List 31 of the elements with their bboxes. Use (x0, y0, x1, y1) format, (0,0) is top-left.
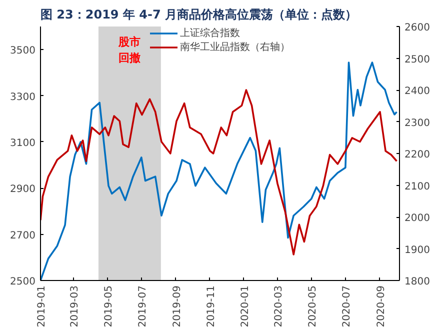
y2-tick-label: 2200 (404, 150, 430, 160)
legend-label: 上证综合指数 (180, 26, 240, 40)
x-tick-label: 2019-01 (36, 285, 48, 328)
y2-tick-label: 2500 (404, 54, 430, 66)
y-tick-label: 2700 (10, 230, 36, 242)
chart-title: 图 23：2019 年 4-7 月商品价格高位震荡（单位：点数） (40, 8, 357, 22)
y-tick-label: 2900 (10, 184, 36, 196)
band-label: 股市回撤 (118, 36, 141, 64)
y2-tick-label: 2600 (404, 22, 430, 34)
y2-tick-label: 1900 (404, 244, 430, 256)
y-tick-label: 3100 (10, 138, 36, 149)
legend-label: 南华工业品指数（右轴） (180, 40, 290, 54)
y2-tick-label: 2100 (404, 181, 430, 192)
x-tick-label: 2020-07 (341, 285, 352, 328)
y2-tick-label: 2000 (404, 213, 430, 224)
y-tick-label: 2500 (10, 276, 36, 288)
x-tick-label: 2019-11 (206, 285, 217, 328)
line-series (40, 89, 398, 256)
x-tick-label: 2019-09 (172, 285, 183, 328)
y2-tick-label: 2400 (404, 86, 430, 97)
y2-tick-label: 2300 (404, 118, 430, 129)
x-tick-label: 2020-09 (376, 285, 387, 328)
y2-tick-label: 1800 (404, 276, 430, 288)
x-tick-label: 2020-01 (240, 285, 251, 328)
x-tick-label: 2019-05 (103, 285, 114, 328)
x-tick-label: 2020-05 (307, 285, 318, 328)
y-tick-label: 3300 (10, 92, 36, 103)
x-tick-label: 2020-03 (273, 285, 284, 328)
x-tick-label: 2019-03 (69, 285, 80, 328)
y-tick-label: 3500 (10, 46, 36, 57)
x-tick-label: 2019-07 (137, 285, 148, 328)
